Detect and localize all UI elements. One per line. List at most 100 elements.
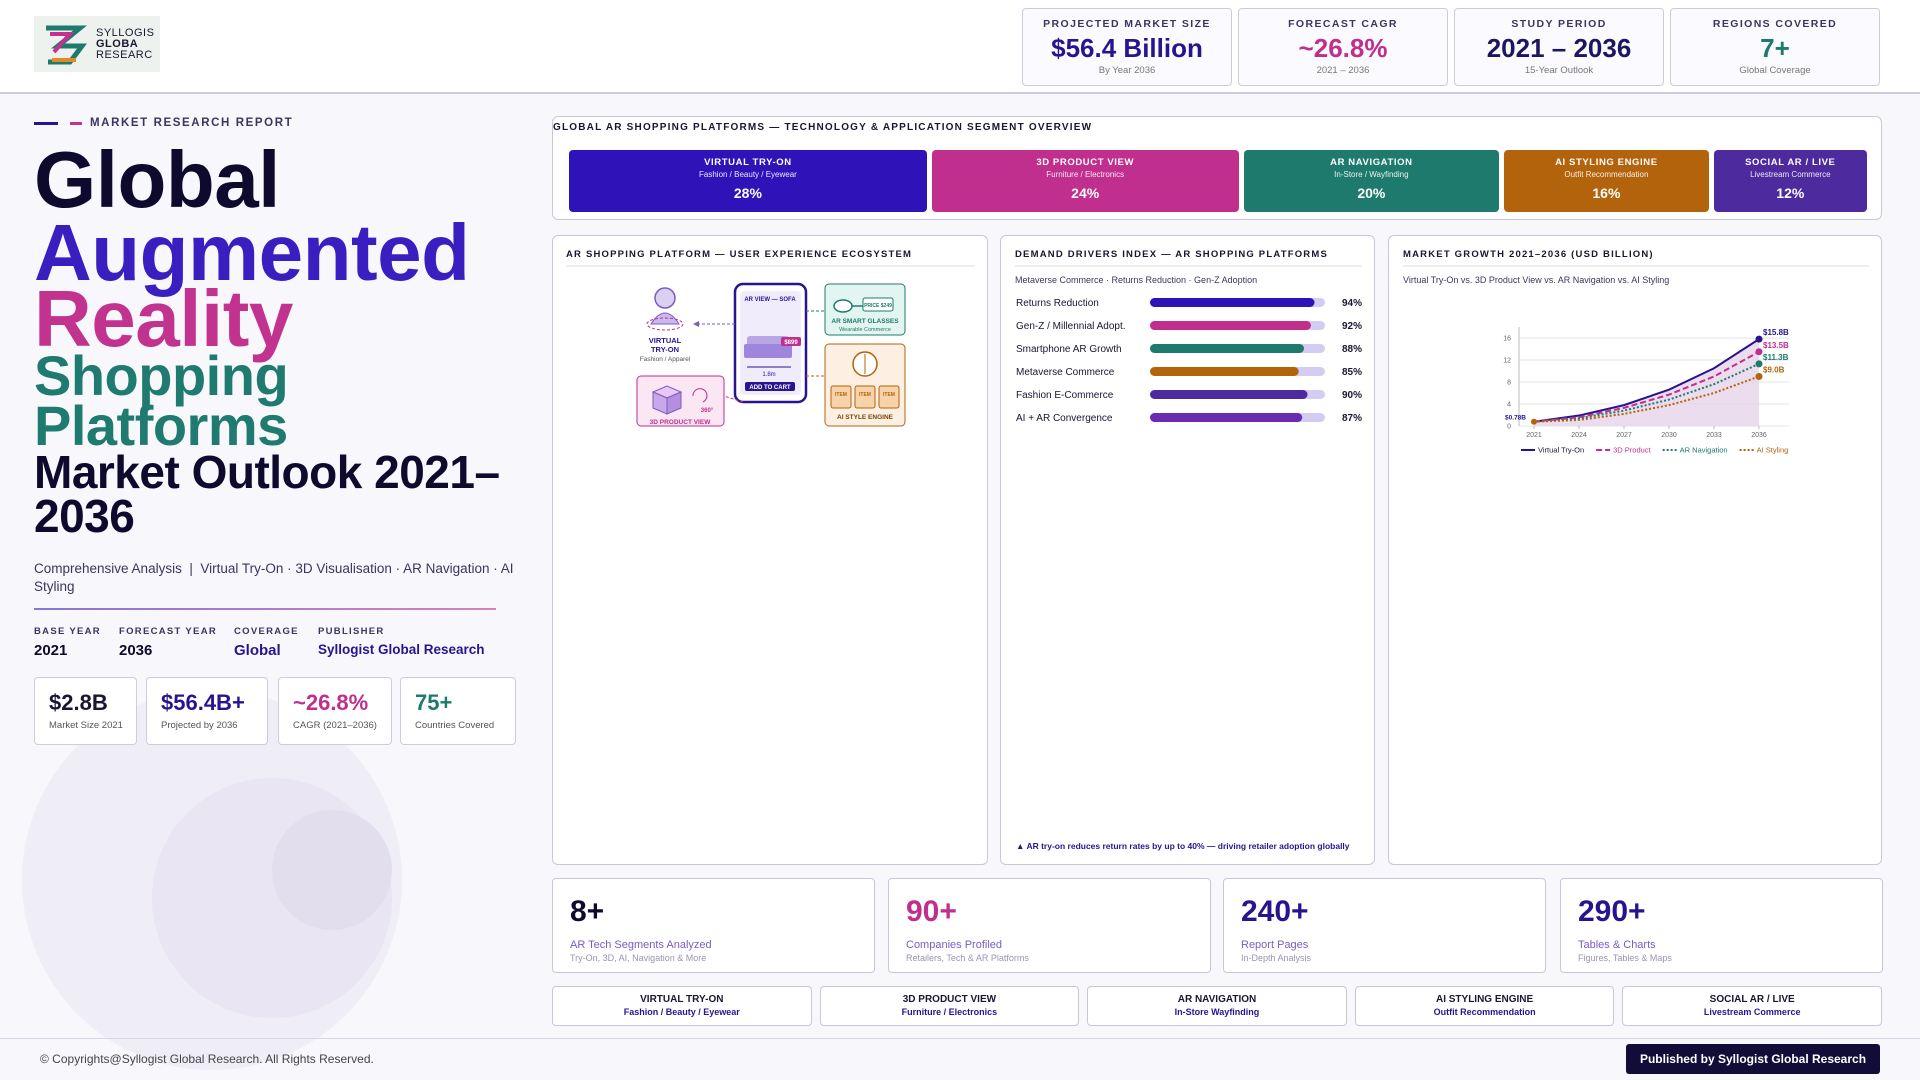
tab-sub: Fashion / Beauty / Eyewear [623, 1007, 740, 1017]
bar [1150, 321, 1311, 330]
logo-text: SYLLOGIS [96, 27, 155, 39]
bar-label: AI + AR Convergence [1016, 413, 1113, 424]
cart-button [745, 382, 795, 391]
kpi-label: CAGR (2021–2036) [293, 720, 377, 731]
avatar-head [654, 287, 676, 309]
logo-mark [46, 25, 88, 65]
bar-value: 90% [1342, 390, 1362, 401]
diagram-label: ITEM [835, 392, 847, 398]
segment-name: SOCIAL AR / LIVE [1745, 157, 1836, 168]
stat-note: Figures, Tables & Maps [1578, 953, 1672, 963]
segment-tab[interactable]: AR NAVIGATION In-Store Wayfinding [1087, 986, 1347, 1026]
kpi-value: $56.4B+ [161, 690, 245, 715]
diagram-sub: Fashion / Apparel [640, 356, 691, 363]
stat-note: Retailers, Tech & AR Platforms [906, 953, 1029, 963]
end-point [1755, 373, 1763, 380]
segment-name: VIRTUAL TRY-ON [704, 157, 792, 168]
segment-tab[interactable]: AI STYLING ENGINE Outfit Recommendation [1354, 986, 1615, 1026]
tab-name: AR NAVIGATION [1177, 994, 1257, 1005]
segment-sub: Fashion / Beauty / Eyewear [699, 170, 797, 179]
end-point [1755, 335, 1763, 343]
kicker: MARKET RESEARCH REPORT [90, 117, 294, 129]
stat-value: 7+ [1760, 33, 1790, 63]
bar [1150, 298, 1315, 307]
arrowhead [693, 321, 699, 327]
stat-note: Global Coverage [1739, 65, 1811, 76]
segment-panel: GLOBAL AR SHOPPING PLATFORMS — TECHNOLOG… [552, 116, 1882, 220]
end-label: $13.5B [1763, 341, 1789, 350]
stat-label: Report Pages [1241, 939, 1309, 951]
logo: SYLLOGIS GLOBA RESEARC [34, 16, 160, 72]
stat-label: STUDY PERIOD [1511, 18, 1607, 30]
kpi-card: 75+ Countries Covered [400, 677, 516, 745]
stat-value: ~26.8% [1298, 33, 1388, 63]
kicker-dash [34, 122, 58, 125]
tab-sub: In-Store Wayfinding [1174, 1007, 1260, 1017]
title-line: Global [34, 135, 280, 224]
line [1533, 375, 1760, 423]
x-tick-label: 2033 [1706, 432, 1722, 439]
end-point [1755, 348, 1763, 356]
connector [723, 395, 744, 403]
kpi-value: 75+ [415, 690, 453, 715]
item-box [854, 385, 876, 409]
diagram-label: ADD TO CART [749, 385, 791, 391]
segment-tab[interactable]: SOCIAL AR / LIVE Livestream Commerce [1622, 986, 1882, 1026]
kpi-label: Projected by 2036 [161, 720, 238, 731]
kpi-card: $2.8B Market Size 2021 [34, 677, 137, 745]
legend-label: AR Navigation [1680, 446, 1728, 455]
price-tag [781, 337, 801, 346]
diagram-label: ITEM [883, 392, 895, 398]
segment-tab[interactable]: VIRTUAL TRY-ON Fashion / Beauty / Eyewear [552, 986, 812, 1026]
diagram-label: VIRTUAL [649, 336, 682, 345]
bar [1150, 344, 1304, 353]
bar-label: Fashion E-Commerce [1016, 390, 1114, 401]
segment-sub: Furniture / Electronics [1046, 170, 1125, 179]
x-tick-label: 2036 [1751, 432, 1767, 439]
stat-label: PROJECTED MARKET SIZE [1043, 18, 1211, 30]
x-tick-label: 2030 [1661, 432, 1677, 439]
diagram-label: ITEM [859, 392, 871, 398]
legend-label: Virtual Try-On [1538, 446, 1584, 455]
hero-subtitle: Comprehensive Analysis | Virtual Try-On … [34, 561, 518, 594]
stat-card: 8+ AR Tech Segments Analyzed Try-On, 3D, A… [552, 878, 875, 973]
segment-tile: AR NAVIGATION In-Store / Wayfinding 20% [1243, 150, 1500, 212]
header-stat: STUDY PERIOD 2021 – 2036 15-Year Outlook [1454, 8, 1664, 86]
diagram-label: AR SMART GLASSES [831, 318, 899, 325]
diagram-label: 3D PRODUCT VIEW [650, 419, 712, 426]
tab-name: SOCIAL AR / LIVE [1709, 994, 1795, 1005]
segment-sub: Outfit Recommendation [1564, 170, 1649, 179]
segment-share: 12% [1776, 185, 1805, 201]
panel-title: MARKET GROWTH 2021–2036 (USD BILLION) [1403, 249, 1654, 260]
y-tick-label: 12 [1503, 358, 1511, 365]
x-tick-label: 2024 [1571, 432, 1587, 439]
publisher-button[interactable]: Published by Syllogist Global Research [1626, 1044, 1880, 1074]
area [1534, 339, 1759, 426]
stat-note: 15-Year Outlook [1524, 65, 1594, 76]
glasses-hud [862, 297, 894, 312]
segment-tile: AI STYLING ENGINE Outfit Recommendation 16… [1504, 150, 1709, 212]
line [1533, 338, 1760, 423]
stat-card: 90+ Companies Profiled Retailers, Tech & A… [888, 878, 1211, 973]
segment-share: 16% [1592, 185, 1621, 201]
kpi-card: $56.4B+ Projected by 2036 [146, 677, 268, 745]
kpi-card: ~26.8% CAGR (2021–2036) [278, 677, 392, 745]
decor-circle [272, 810, 392, 930]
stat-value: 240+ [1241, 895, 1309, 928]
header-stat: PROJECTED MARKET SIZE $56.4 Billion By Yea… [1022, 8, 1232, 86]
segment-tab[interactable]: 3D PRODUCT VIEW Furniture / Electronics [819, 986, 1080, 1026]
stat-label: REGIONS COVERED [1712, 18, 1838, 30]
stat-note: By Year 2036 [1098, 65, 1156, 76]
bar-label: Metaverse Commerce [1016, 367, 1115, 378]
growth-panel: MARKET GROWTH 2021–2036 (USD BILLION) Vir… [1388, 235, 1882, 865]
bar-value: 88% [1342, 344, 1362, 355]
tab-sub: Livestream Commerce [1703, 1007, 1801, 1017]
divider [34, 608, 496, 610]
tab-name: VIRTUAL TRY-ON [640, 994, 724, 1005]
bar-label: Smartphone AR Growth [1016, 344, 1122, 355]
title-line: Market Outlook 2021–2036 [34, 446, 500, 542]
header-stat: FORECAST CAGR ~26.8% 2021 – 2036 [1238, 8, 1448, 86]
end-label: $15.8B [1763, 328, 1789, 337]
item-box [830, 385, 852, 409]
